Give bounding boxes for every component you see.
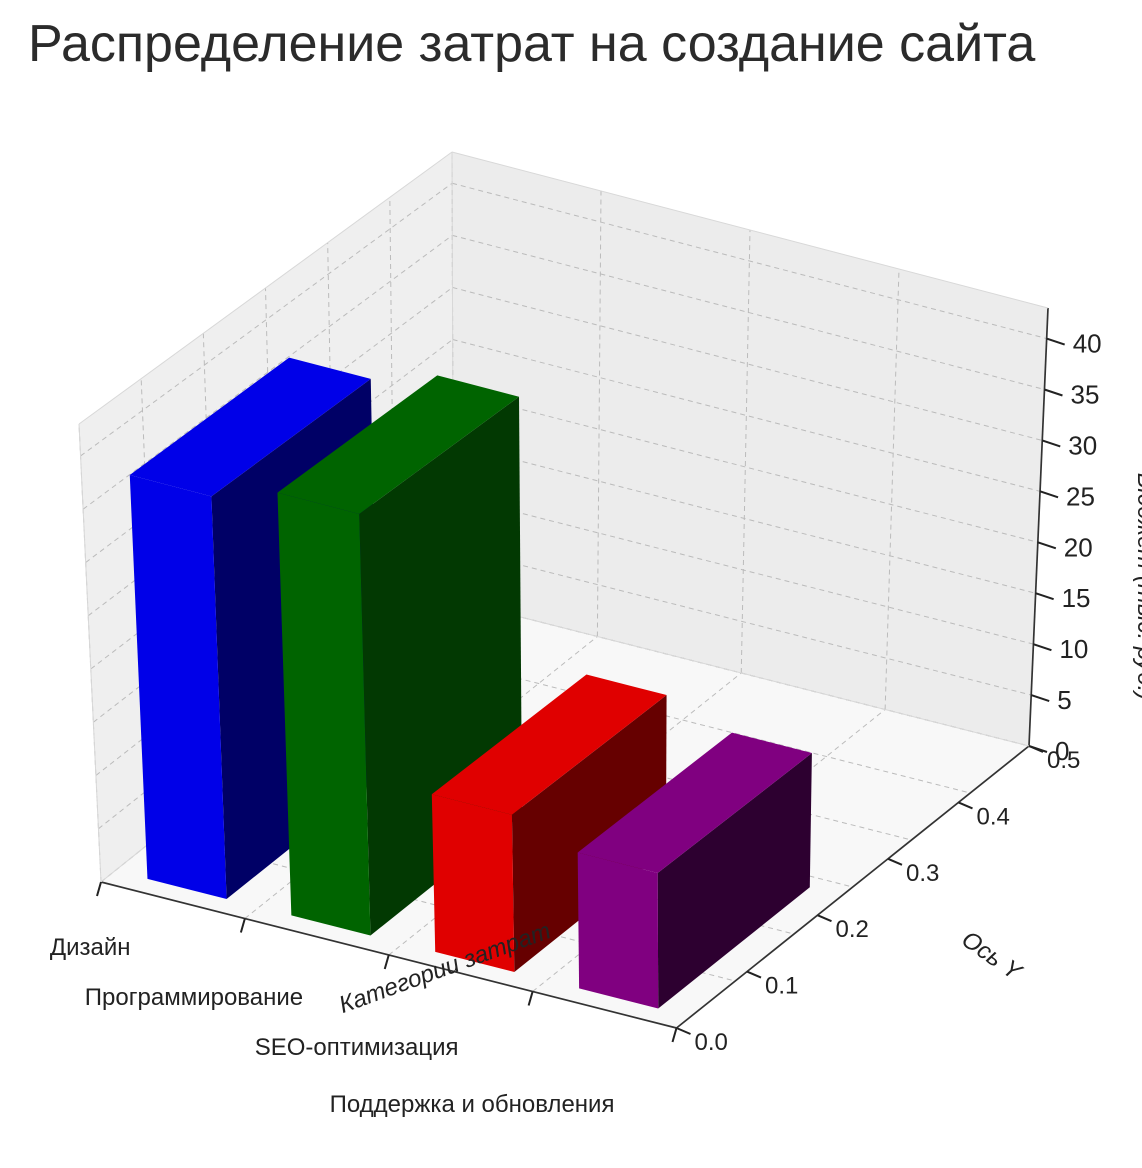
svg-text:40: 40 [1073, 329, 1102, 359]
svg-text:0.4: 0.4 [977, 803, 1010, 830]
svg-text:10: 10 [1059, 634, 1088, 664]
svg-text:25: 25 [1066, 481, 1095, 511]
svg-text:Ось Y: Ось Y [957, 926, 1028, 987]
svg-text:0.3: 0.3 [906, 860, 939, 887]
svg-text:0.2: 0.2 [836, 916, 869, 943]
svg-text:5: 5 [1057, 685, 1071, 715]
svg-text:Поддержка и обновления: Поддержка и обновления [330, 1091, 615, 1118]
svg-text:0.0: 0.0 [695, 1029, 728, 1056]
svg-text:SEO-оптимизация: SEO-оптимизация [255, 1034, 459, 1061]
svg-text:Бюджет (тыс. руб.): Бюджет (тыс. руб.) [1132, 473, 1142, 700]
svg-text:15: 15 [1062, 583, 1091, 613]
svg-text:Дизайн: Дизайн [50, 934, 131, 961]
svg-text:Программирование: Программирование [85, 984, 303, 1011]
svg-text:0.1: 0.1 [765, 973, 798, 1000]
svg-text:30: 30 [1068, 430, 1097, 460]
svg-text:20: 20 [1064, 532, 1093, 562]
svg-text:35: 35 [1071, 380, 1100, 410]
svg-text:0.5: 0.5 [1047, 747, 1080, 774]
